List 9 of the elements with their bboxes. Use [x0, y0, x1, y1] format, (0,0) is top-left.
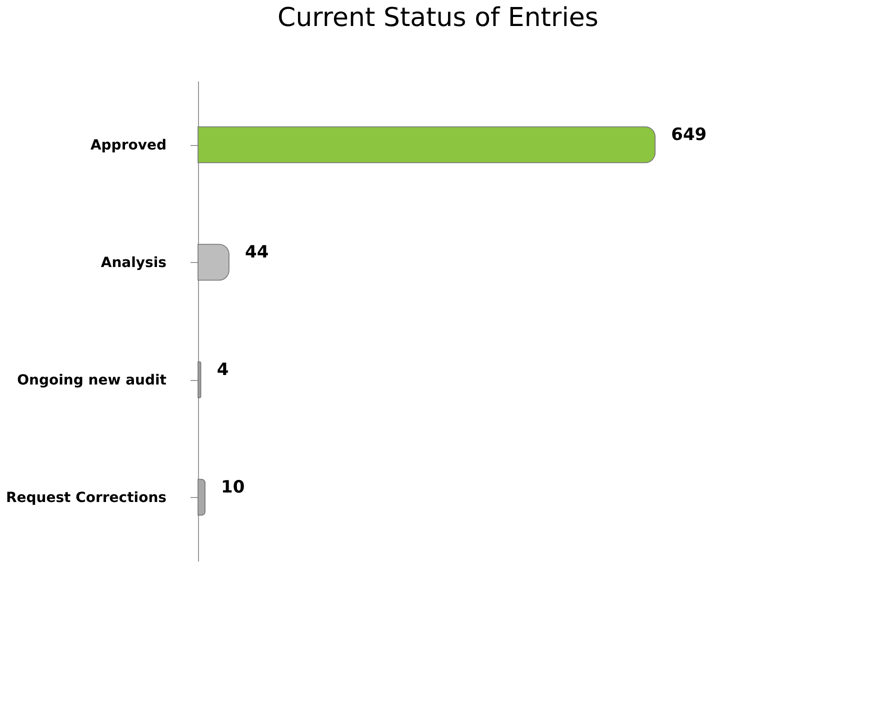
y-tick-label: Analysis: [100, 254, 166, 271]
data-label: 4: [216, 360, 229, 380]
y-tick-label: Request Corrections: [6, 490, 166, 506]
chart-title: Current Status of Entries: [278, 3, 598, 33]
y-tick-label: Approved: [90, 137, 166, 154]
data-label: 44: [244, 242, 269, 262]
data-label: 649: [671, 124, 707, 145]
y-tick-label: Ongoing new audit: [17, 372, 167, 388]
data-label: 10: [221, 477, 245, 498]
